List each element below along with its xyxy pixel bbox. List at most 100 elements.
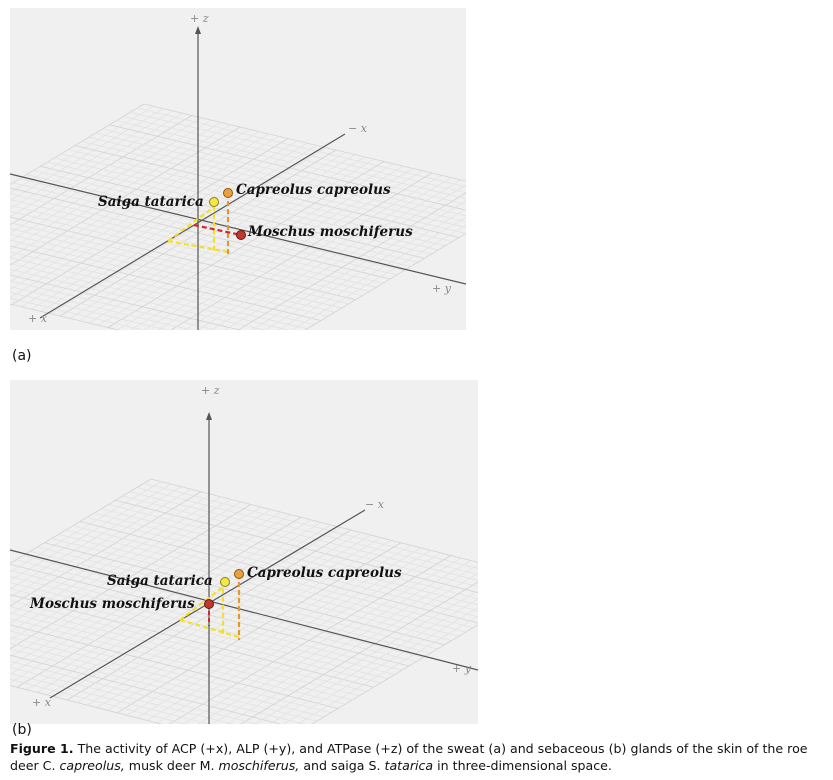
grid-line: [10, 245, 322, 321]
grid-line: [10, 274, 242, 330]
grid-line: [10, 504, 252, 650]
grid-line: [116, 542, 402, 714]
grid-line: [223, 184, 466, 330]
grid-line: [10, 133, 270, 291]
axis-label-x-pos-b: + x: [32, 696, 52, 709]
grid-line: [197, 177, 452, 330]
grid-line: [10, 678, 187, 724]
grid-line: [168, 555, 452, 724]
grid-line: [10, 222, 349, 305]
grid-line: [254, 590, 478, 724]
point-moschus-b: [204, 599, 214, 609]
grid-line: [10, 582, 388, 680]
caption-italic-2: moschiferus,: [218, 758, 300, 773]
projection-saiga-b: [179, 584, 225, 637]
grid-line: [10, 588, 381, 684]
axis-label-y-pos-b: + y: [452, 662, 472, 675]
grid-line: [182, 557, 462, 724]
caption-text-2: musk deer M.: [124, 758, 219, 773]
axis-label-z-pos-a: + z: [190, 12, 209, 25]
caption-text-3: and saiga S.: [299, 758, 385, 773]
point-capreolus-a: [223, 188, 233, 198]
axis-label-x-neg-b: − x: [365, 498, 385, 511]
grid-line: [69, 151, 346, 319]
grid-line: [10, 636, 324, 718]
z-axis-arrow-a: [195, 26, 201, 34]
grid-line: [210, 179, 462, 330]
grid-line: [76, 532, 362, 703]
grid-line: [10, 239, 328, 317]
grid-line: [282, 607, 478, 724]
caption-italic-3: tatarica: [384, 758, 434, 773]
caption-text-1: The activity of ACP (+x), ALP (+y), and …: [10, 741, 808, 773]
grid-line: [237, 192, 466, 330]
grid-line: [10, 268, 266, 330]
grid-line: [268, 598, 478, 724]
grid-plane-a: [10, 103, 466, 330]
grid-line: [264, 208, 466, 330]
grid-line: [183, 174, 442, 330]
x-axis-line-a: [39, 133, 346, 319]
caption-italic-1: capreolus,: [59, 758, 125, 773]
grid-line: [10, 216, 356, 301]
grid-line: [10, 509, 272, 667]
grid-line: [107, 161, 385, 328]
grid-line: [129, 165, 404, 330]
grid-line: [86, 534, 372, 706]
grid-line: [197, 560, 472, 724]
axis-label-x-pos-a: + x: [28, 312, 48, 325]
grid-line: [225, 573, 478, 724]
point-saiga-a: [209, 197, 219, 207]
grid-line: [10, 600, 367, 692]
grid-line: [117, 163, 394, 330]
label-capreolus-a: Capreolus capreolus: [236, 182, 391, 198]
chart-a-svg: + z − x + y + x Capreolus capreolus Saig…: [10, 12, 466, 330]
grid-line: [156, 170, 423, 330]
grid-line: [10, 103, 145, 186]
grid-line: [10, 210, 363, 296]
projection-saiga-floor-b: [179, 618, 240, 639]
grid-line: [156, 552, 442, 724]
grid-line: [291, 224, 466, 330]
grid-line: [10, 672, 211, 724]
grid-line: [10, 251, 315, 326]
chart-panel-b: + z − x + y + x Capreolus capreolus Saig…: [10, 380, 478, 724]
chart-b-svg: + z − x + y + x Capreolus capreolus Saig…: [10, 384, 478, 724]
grid-line: [10, 108, 164, 202]
label-capreolus-b: Capreolus capreolus: [247, 565, 402, 581]
grid-line: [240, 581, 478, 724]
grid-line: [10, 618, 346, 705]
panel-label-b: (b): [12, 722, 32, 738]
grid-line: [78, 154, 356, 321]
caption-figure-number: Figure 1.: [10, 741, 74, 756]
grid-line: [10, 297, 145, 330]
grid-line: [277, 216, 466, 330]
grid-line: [10, 624, 339, 709]
grid-line: [98, 158, 375, 326]
grid-line: [146, 550, 432, 721]
grid-line: [10, 199, 377, 288]
point-saiga-b: [220, 577, 230, 587]
label-moschus-b: Moschus moschiferus: [29, 596, 195, 612]
grid-line: [106, 539, 392, 711]
grid-line: [10, 569, 402, 671]
grid-line: [88, 156, 366, 324]
axis-label-y-pos-a: + y: [432, 282, 452, 295]
grid-line: [143, 168, 414, 330]
grid-line: [10, 280, 218, 330]
grid-line: [10, 228, 342, 309]
grid-line: [10, 660, 258, 724]
label-saiga-b: Saiga tatarica: [107, 573, 213, 589]
grid-line: [10, 654, 282, 724]
grid-line: [10, 292, 169, 330]
grid-plane-b: [10, 478, 478, 724]
figure-caption: Figure 1. The activity of ACP (+x), ALP …: [10, 740, 830, 774]
grid-line: [10, 575, 395, 675]
point-moschus-a: [236, 230, 246, 240]
grid-line: [10, 606, 360, 697]
grid-line: [211, 564, 478, 724]
label-moschus-a: Moschus moschiferus: [247, 224, 413, 240]
caption-text-4: in three-dimensional space.: [433, 758, 612, 773]
grid-line: [10, 666, 235, 724]
grid-line: [10, 630, 331, 714]
